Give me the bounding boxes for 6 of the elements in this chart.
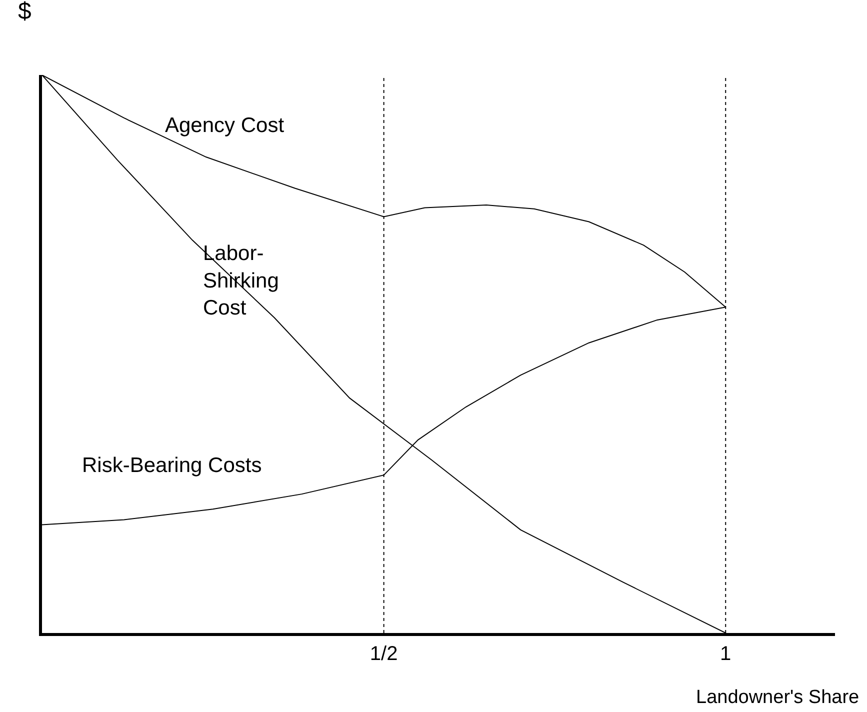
series-label: Risk-Bearing Costs	[82, 454, 262, 477]
x-tick-label: 1	[720, 643, 732, 665]
series-label: Agency Cost	[165, 114, 284, 137]
y-axis-title: $	[18, 0, 32, 25]
x-axis-title: Landowner's Share	[696, 687, 860, 708]
x-tick-label: 1/2	[370, 643, 398, 665]
